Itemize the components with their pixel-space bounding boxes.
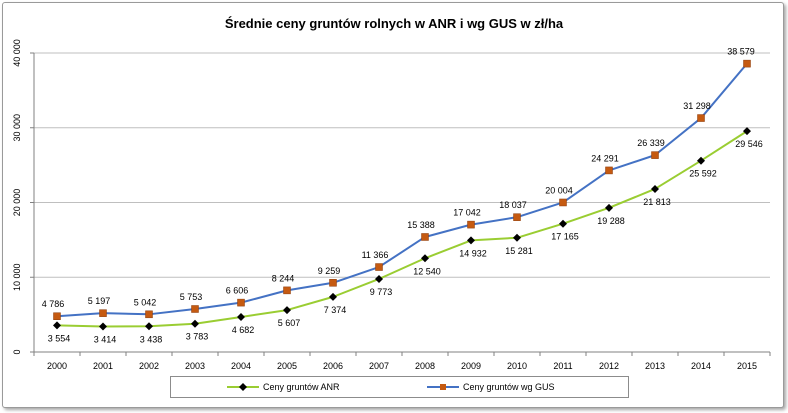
data-point-anr	[191, 319, 199, 328]
data-label-gus: 9 259	[318, 266, 341, 276]
legend-swatch-anr	[227, 383, 259, 391]
x-tick-label: 2005	[277, 361, 297, 371]
x-tick-label: 2015	[737, 361, 757, 371]
legend-label-gus: Ceny gruntów wg GUS	[463, 382, 555, 392]
data-label-gus: 6 606	[226, 286, 249, 296]
data-point-gus	[329, 279, 337, 287]
data-label-anr: 5 607	[278, 318, 301, 328]
data-label-anr: 25 592	[689, 169, 717, 179]
data-label-gus: 17 042	[453, 208, 481, 218]
data-label-gus: 8 244	[272, 273, 295, 283]
data-point-gus	[697, 114, 705, 122]
data-label-anr: 7 374	[324, 305, 347, 315]
x-tick-label: 2001	[93, 361, 113, 371]
y-tick-label: 30 000	[12, 114, 22, 142]
data-label-gus: 15 388	[407, 220, 435, 230]
data-point-anr	[559, 219, 567, 228]
data-label-anr: 3 554	[48, 333, 71, 343]
data-point-gus	[605, 166, 613, 175]
x-tick-label: 2008	[415, 361, 435, 371]
y-tick-label: 20 000	[12, 189, 22, 217]
chart-frame	[2, 2, 784, 408]
data-label-gus: 24 291	[591, 153, 619, 163]
x-tick-label: 2003	[185, 361, 205, 371]
data-point-gus	[513, 213, 521, 221]
data-point-anr	[145, 322, 153, 331]
data-point-gus	[743, 59, 751, 68]
data-point-gus	[237, 298, 245, 307]
chart-title: Średnie ceny gruntów rolnych w ANR i wg …	[224, 16, 564, 31]
data-label-gus: 38 579	[727, 47, 755, 57]
legend-item-anr: Ceny gruntów ANR	[227, 377, 340, 397]
data-point-gus	[559, 198, 567, 207]
data-point-anr	[99, 322, 107, 331]
data-point-anr	[237, 313, 245, 322]
data-point-gus	[467, 220, 475, 229]
legend-label-anr: Ceny gruntów ANR	[263, 382, 340, 392]
x-tick-label: 2000	[47, 361, 67, 371]
data-point-anr	[743, 127, 751, 136]
data-label-anr: 4 682	[232, 325, 255, 335]
series-line-1	[56, 130, 748, 328]
data-point-gus	[421, 233, 429, 241]
data-label-gus: 26 339	[637, 138, 665, 148]
data-point-anr	[329, 292, 337, 301]
data-point-gus	[283, 286, 291, 295]
data-point-anr	[513, 233, 521, 242]
x-tick-label: 2010	[507, 361, 527, 371]
data-point-anr	[375, 274, 383, 283]
data-point-gus	[191, 305, 199, 313]
data-point-anr	[651, 184, 659, 193]
x-tick-label: 2007	[369, 361, 389, 371]
data-point-anr	[605, 203, 613, 212]
data-point-gus	[375, 263, 383, 271]
data-point-gus	[145, 310, 153, 319]
data-label-anr: 29 546	[735, 139, 763, 149]
x-tick-label: 2004	[231, 361, 251, 371]
data-label-anr: 9 773	[370, 287, 393, 297]
data-label-anr: 15 281	[505, 246, 533, 256]
data-label-gus: 5 753	[180, 292, 203, 302]
y-tick-label: 0	[12, 349, 22, 354]
data-label-anr: 3 438	[140, 334, 163, 344]
data-label-anr: 3 783	[186, 332, 209, 342]
data-label-anr: 12 540	[413, 266, 441, 276]
data-point-anr	[697, 156, 705, 165]
series-line-2	[56, 62, 748, 318]
data-label-gus: 18 037	[499, 200, 527, 210]
data-point-anr	[53, 321, 61, 330]
x-tick-label: 2012	[599, 361, 619, 371]
x-tick-label: 2014	[691, 361, 711, 371]
data-point-anr	[283, 306, 291, 315]
data-label-anr: 3 414	[94, 334, 117, 344]
data-label-anr: 19 288	[597, 216, 625, 226]
data-label-gus: 5 197	[88, 296, 111, 306]
data-label-anr: 14 932	[459, 248, 487, 258]
data-point-gus	[99, 309, 107, 317]
legend-swatch-gus	[427, 384, 459, 390]
x-tick-label: 2009	[461, 361, 481, 371]
data-label-anr: 21 813	[643, 197, 671, 207]
x-tick-label: 2013	[645, 361, 665, 371]
data-label-gus: 20 004	[545, 185, 573, 195]
x-tick-label: 2006	[323, 361, 343, 371]
data-label-gus: 5 042	[134, 297, 157, 307]
data-label-gus: 4 786	[42, 299, 65, 309]
data-point-gus	[53, 312, 61, 320]
x-tick-label: 2002	[139, 361, 159, 371]
legend-item-gus: Ceny gruntów wg GUS	[427, 377, 555, 397]
data-label-gus: 11 366	[362, 250, 389, 260]
y-tick-label: 10 000	[12, 263, 22, 291]
data-point-anr	[467, 236, 475, 245]
x-tick-label: 2011	[553, 361, 572, 371]
data-label-anr: 17 165	[551, 232, 579, 242]
data-point-anr	[421, 254, 429, 263]
chart-legend: Ceny gruntów ANR Ceny gruntów wg GUS	[170, 376, 629, 398]
y-tick-label: 40 000	[12, 39, 22, 67]
data-label-gus: 31 298	[683, 101, 711, 111]
data-point-gus	[651, 151, 659, 159]
